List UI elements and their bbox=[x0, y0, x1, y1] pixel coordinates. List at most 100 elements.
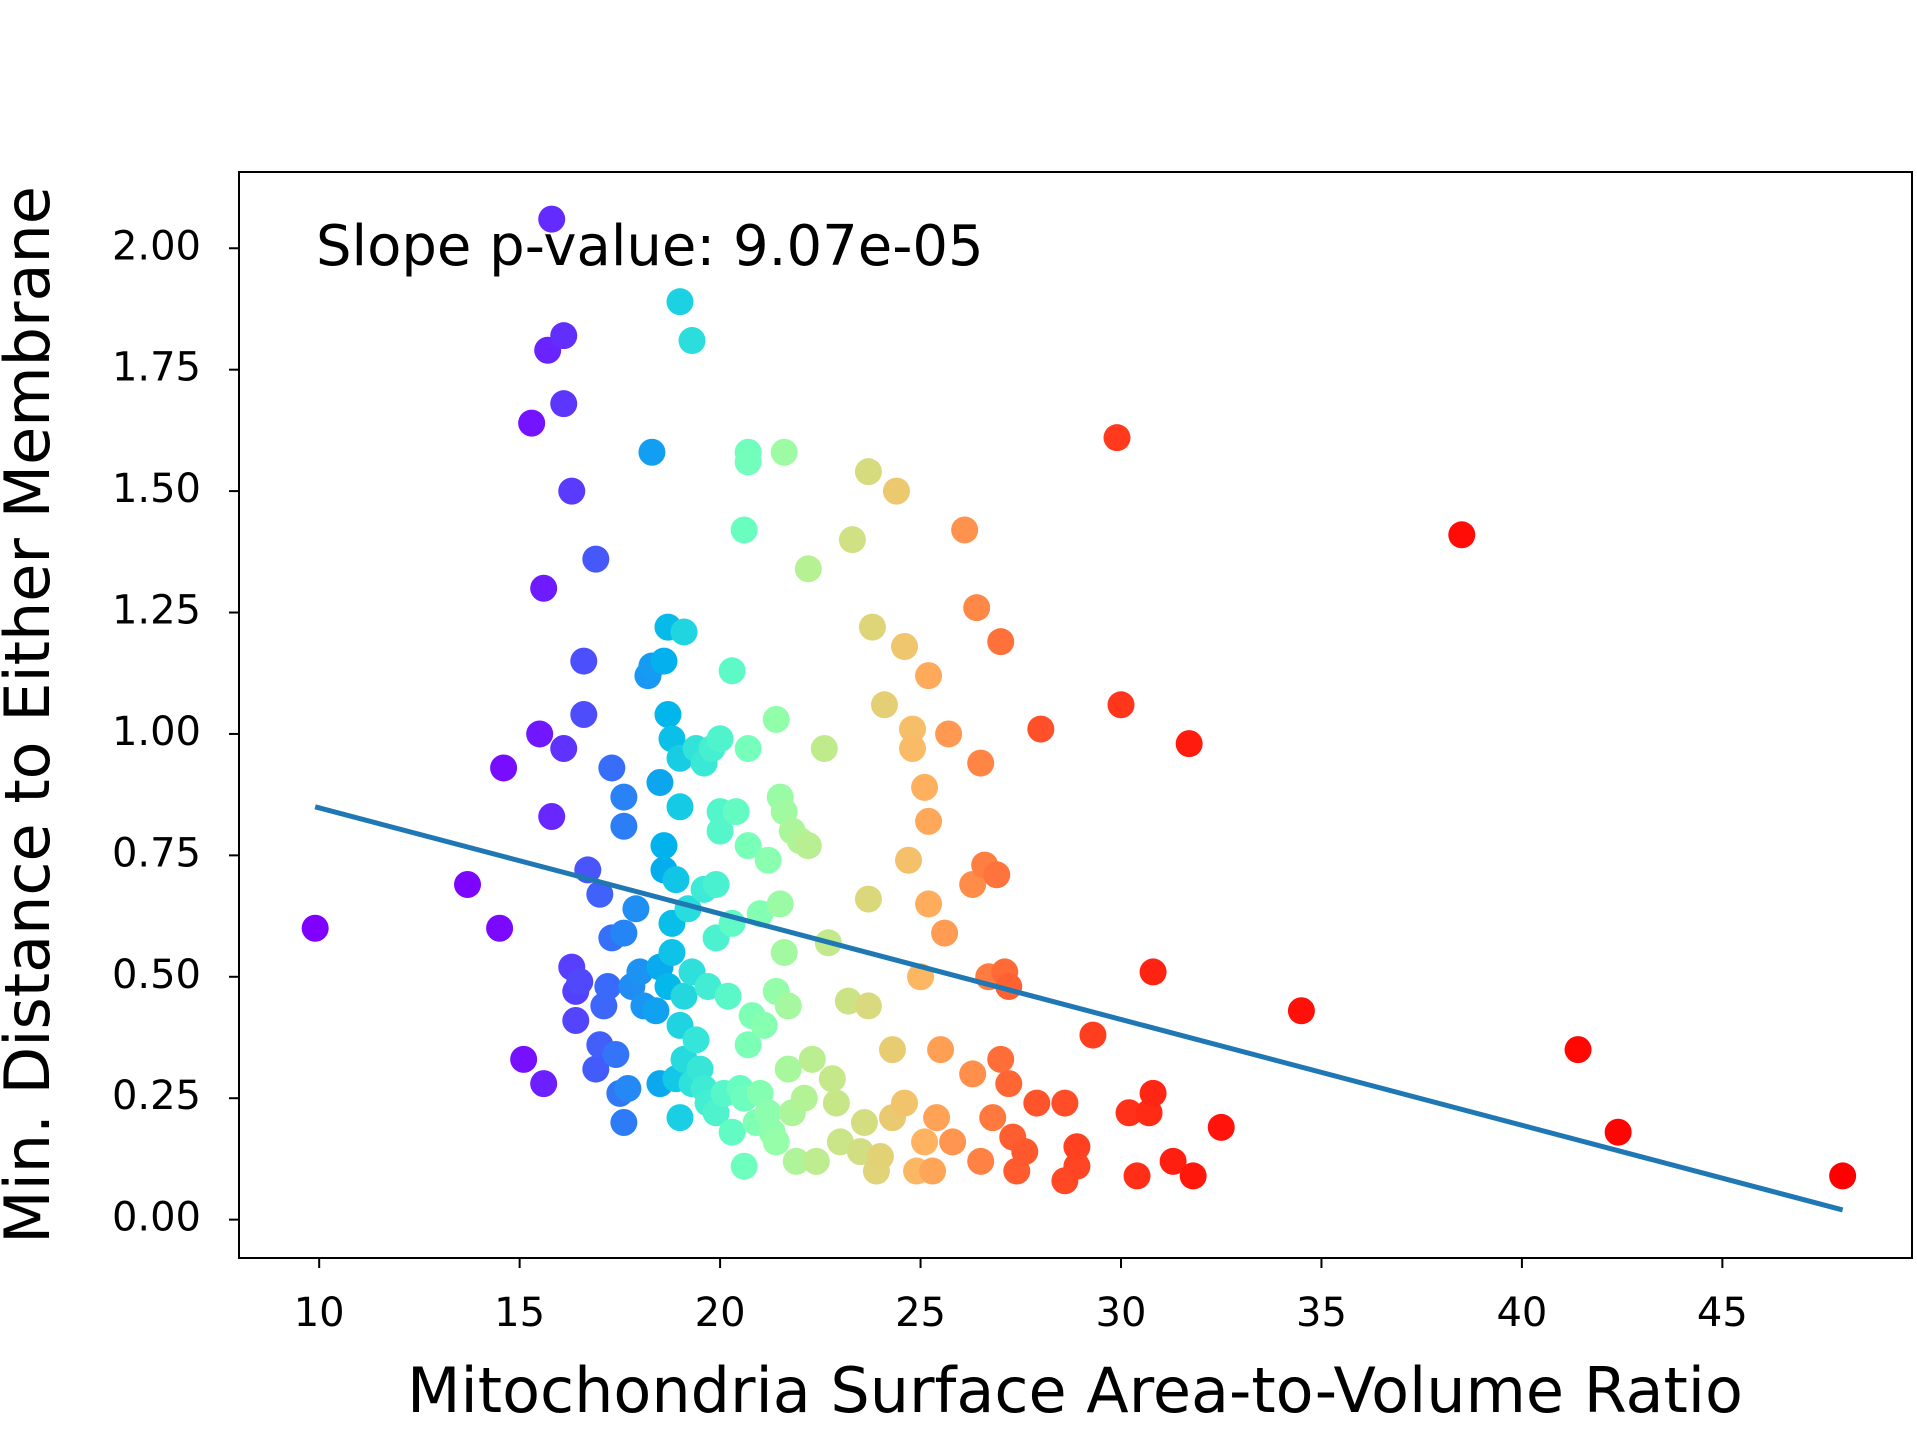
point bbox=[642, 997, 670, 1025]
point bbox=[1063, 1152, 1091, 1180]
point bbox=[882, 477, 910, 505]
point bbox=[666, 288, 694, 316]
point bbox=[654, 701, 682, 729]
x-tick-label: 45 bbox=[1697, 1290, 1748, 1336]
y-axis-label: Min. Distance to Either Membrane bbox=[0, 186, 64, 1244]
point bbox=[895, 846, 923, 874]
point bbox=[730, 516, 758, 544]
x-tick-label: 20 bbox=[695, 1290, 746, 1336]
point bbox=[762, 1128, 790, 1156]
point bbox=[1175, 730, 1203, 758]
point bbox=[622, 895, 650, 923]
point bbox=[967, 1147, 995, 1175]
point bbox=[550, 322, 578, 350]
point bbox=[594, 973, 622, 1000]
point bbox=[911, 773, 939, 801]
point bbox=[878, 1036, 906, 1064]
point bbox=[1159, 1147, 1187, 1175]
point bbox=[702, 871, 730, 899]
point bbox=[891, 1089, 919, 1117]
point bbox=[530, 574, 558, 602]
point bbox=[510, 1045, 538, 1073]
point bbox=[959, 1060, 987, 1088]
y-tick-label: 1.25 bbox=[112, 588, 201, 634]
point bbox=[582, 545, 610, 573]
point bbox=[490, 754, 518, 782]
point bbox=[967, 749, 995, 777]
point bbox=[979, 1104, 1007, 1132]
point bbox=[706, 817, 734, 845]
point bbox=[706, 725, 734, 753]
point bbox=[734, 1031, 762, 1059]
point bbox=[646, 769, 674, 797]
point bbox=[666, 793, 694, 821]
point bbox=[891, 633, 919, 661]
plot-frame bbox=[238, 171, 1913, 1259]
point bbox=[866, 1142, 894, 1170]
point bbox=[694, 973, 722, 1000]
point bbox=[750, 1011, 778, 1039]
point bbox=[899, 735, 927, 763]
point bbox=[766, 890, 794, 918]
point bbox=[794, 555, 822, 583]
point bbox=[570, 647, 598, 675]
point bbox=[550, 735, 578, 763]
point bbox=[870, 691, 898, 719]
point bbox=[850, 1108, 878, 1136]
point bbox=[754, 846, 782, 874]
point bbox=[1063, 1133, 1091, 1161]
point bbox=[1011, 1138, 1039, 1166]
point bbox=[782, 1147, 810, 1175]
point bbox=[602, 1040, 630, 1068]
point bbox=[1207, 1113, 1235, 1141]
point bbox=[931, 919, 959, 947]
annotation: Slope p-value: 9.07e-05 bbox=[316, 214, 984, 279]
point bbox=[939, 1128, 967, 1156]
point bbox=[899, 715, 927, 743]
point bbox=[658, 939, 686, 967]
point bbox=[774, 1055, 802, 1083]
point bbox=[818, 1065, 846, 1093]
point bbox=[1287, 997, 1315, 1025]
point bbox=[1448, 521, 1476, 549]
point bbox=[1604, 1118, 1632, 1146]
point bbox=[963, 594, 991, 622]
point bbox=[301, 914, 329, 942]
point bbox=[558, 477, 586, 505]
point bbox=[854, 458, 882, 486]
x-axis-label: Mitochondria Surface Area-to-Volume Rati… bbox=[407, 1354, 1743, 1427]
point bbox=[718, 657, 746, 685]
point bbox=[670, 982, 698, 1010]
point bbox=[666, 1104, 694, 1132]
point bbox=[734, 832, 762, 860]
point bbox=[858, 613, 886, 641]
point bbox=[610, 812, 638, 840]
x-tick-label: 10 bbox=[294, 1290, 345, 1336]
point bbox=[1139, 958, 1167, 986]
point bbox=[1564, 1036, 1592, 1064]
y-tick-label: 0.25 bbox=[112, 1073, 201, 1119]
point bbox=[802, 1147, 830, 1175]
point bbox=[987, 1045, 1015, 1073]
x-tick-label: 40 bbox=[1496, 1290, 1547, 1336]
point bbox=[1103, 424, 1131, 452]
point bbox=[770, 438, 798, 466]
y-tick-label: 2.00 bbox=[112, 223, 201, 269]
y-tick-label: 1.50 bbox=[112, 466, 201, 512]
point bbox=[915, 807, 943, 835]
point bbox=[923, 1104, 951, 1132]
point bbox=[518, 409, 546, 437]
point bbox=[1123, 1162, 1151, 1190]
point bbox=[610, 783, 638, 811]
point bbox=[730, 1152, 758, 1180]
point bbox=[927, 1036, 955, 1064]
point bbox=[1139, 1079, 1167, 1107]
point bbox=[1023, 1089, 1051, 1117]
point bbox=[486, 914, 514, 942]
y-tick-label: 1.75 bbox=[112, 345, 201, 391]
point bbox=[854, 885, 882, 913]
point bbox=[1027, 715, 1055, 743]
x-tick-label: 35 bbox=[1296, 1290, 1347, 1336]
point bbox=[995, 1070, 1023, 1098]
